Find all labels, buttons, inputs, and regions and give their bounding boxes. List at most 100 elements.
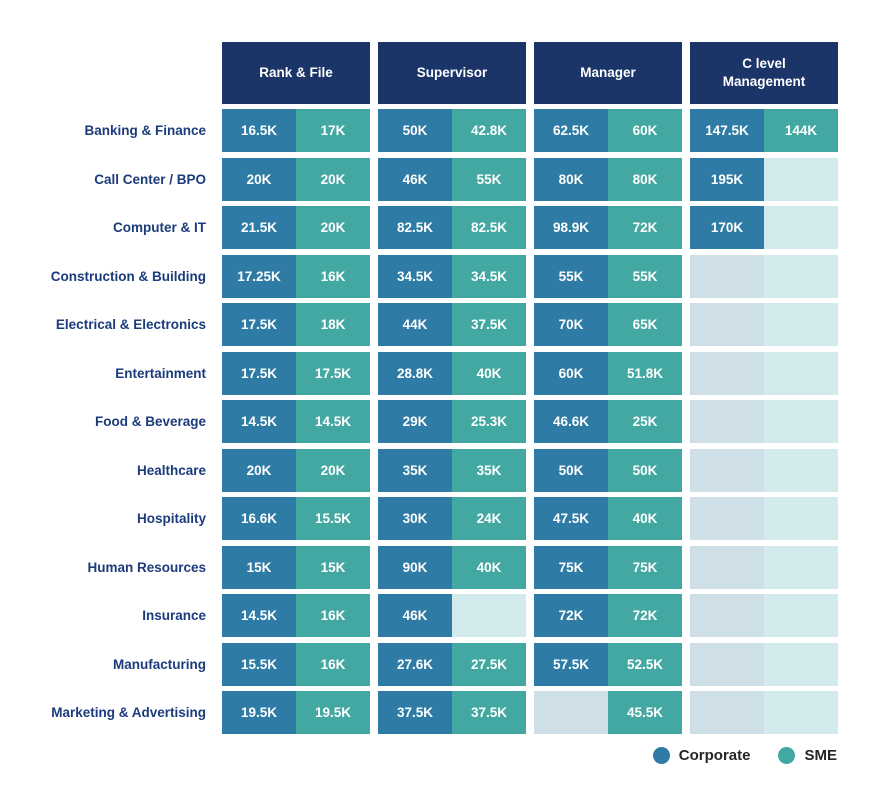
sme-empty-cell bbox=[764, 691, 838, 735]
corporate-value-cell: 195K bbox=[690, 157, 764, 201]
corporate-empty-cell bbox=[690, 400, 764, 444]
corporate-value-cell: 27.6K bbox=[378, 642, 452, 686]
sme-empty-cell bbox=[764, 303, 838, 347]
sme-value-cell: 40K bbox=[608, 497, 682, 541]
cell-group: 80K 80K bbox=[534, 157, 682, 201]
row-label: Human Resources bbox=[87, 559, 206, 575]
corporate-value-cell: 80K bbox=[534, 157, 608, 201]
corporate-value-cell: 28.8K bbox=[378, 351, 452, 395]
corporate-value-cell: 19.5K bbox=[222, 691, 296, 735]
row-label: Electrical & Electronics bbox=[55, 317, 206, 333]
sme-empty-cell bbox=[764, 497, 838, 541]
cell-group bbox=[690, 400, 838, 444]
cell-group: 90K 40K bbox=[378, 545, 526, 589]
sme-empty-cell bbox=[452, 594, 526, 638]
cell-group: 28.8K 40K bbox=[378, 351, 526, 395]
cell-group: 57.5K 52.5K bbox=[534, 642, 682, 686]
corporate-value-cell: 35K bbox=[378, 448, 452, 492]
cell-group: 15.5K 16K bbox=[222, 642, 370, 686]
corporate-empty-cell bbox=[690, 691, 764, 735]
corporate-value-cell: 16.5K bbox=[222, 109, 296, 153]
cell-group: 98.9K 72K bbox=[534, 206, 682, 250]
sme-value-cell: 60K bbox=[608, 109, 682, 153]
sme-value-cell: 16K bbox=[296, 594, 370, 638]
sme-value-cell: 24K bbox=[452, 497, 526, 541]
corporate-value-cell: 98.9K bbox=[534, 206, 608, 250]
column-header-label: Supervisor bbox=[416, 65, 488, 81]
sme-value-cell: 144K bbox=[764, 109, 838, 153]
sme-value-cell: 35K bbox=[452, 448, 526, 492]
cell-group: 147.5K 144K bbox=[690, 109, 838, 153]
cell-group: 37.5K 37.5K bbox=[378, 691, 526, 735]
corporate-empty-cell bbox=[690, 448, 764, 492]
sme-empty-cell bbox=[764, 642, 838, 686]
cell-group: 70K 65K bbox=[534, 303, 682, 347]
corporate-empty-cell bbox=[690, 545, 764, 589]
row-label: Manufacturing bbox=[113, 656, 206, 672]
corporate-value-cell: 20K bbox=[222, 448, 296, 492]
salary-grid: Rank & File Supervisor Manager C level M… bbox=[28, 42, 838, 735]
sme-value-cell: 80K bbox=[608, 157, 682, 201]
sme-empty-cell bbox=[764, 594, 838, 638]
column-header-manager: Manager bbox=[534, 42, 682, 104]
corporate-dot-icon bbox=[652, 747, 670, 764]
corporate-value-cell: 15K bbox=[222, 545, 296, 589]
column-header-c-level-management: C level Management bbox=[690, 42, 838, 104]
row-label: Entertainment bbox=[115, 365, 206, 381]
sme-value-cell: 72K bbox=[608, 594, 682, 638]
sme-empty-cell bbox=[764, 254, 838, 298]
corporate-value-cell: 147.5K bbox=[690, 109, 764, 153]
corporate-value-cell: 21.5K bbox=[222, 206, 296, 250]
corporate-value-cell: 82.5K bbox=[378, 206, 452, 250]
sme-dot-icon bbox=[778, 747, 796, 764]
column-header-supervisor: Supervisor bbox=[378, 42, 526, 104]
sme-value-cell: 37.5K bbox=[452, 691, 526, 735]
sme-value-cell: 15K bbox=[296, 545, 370, 589]
grid-corner-spacer bbox=[28, 42, 214, 104]
corporate-value-cell: 70K bbox=[534, 303, 608, 347]
cell-group: 72K 72K bbox=[534, 594, 682, 638]
cell-group bbox=[690, 351, 838, 395]
sme-value-cell: 37.5K bbox=[452, 303, 526, 347]
row-label: Hospitality bbox=[136, 511, 206, 527]
cell-group: 29K 25.3K bbox=[378, 400, 526, 444]
legend-label-sme: SME bbox=[804, 747, 837, 764]
corporate-value-cell: 20K bbox=[222, 157, 296, 201]
column-header-label: Manager bbox=[580, 65, 636, 81]
sme-empty-cell bbox=[764, 545, 838, 589]
cell-group: 16.6K 15.5K bbox=[222, 497, 370, 541]
legend-item-corporate: Corporate bbox=[652, 747, 750, 764]
sme-value-cell: 45.5K bbox=[608, 691, 682, 735]
sme-value-cell: 72K bbox=[608, 206, 682, 250]
cell-group: 21.5K 20K bbox=[222, 206, 370, 250]
sme-value-cell: 50K bbox=[608, 448, 682, 492]
corporate-empty-cell bbox=[690, 594, 764, 638]
cell-group: 62.5K 60K bbox=[534, 109, 682, 153]
corporate-value-cell: 17.25K bbox=[222, 254, 296, 298]
sme-value-cell: 55K bbox=[452, 157, 526, 201]
sme-value-cell: 17K bbox=[296, 109, 370, 153]
corporate-value-cell: 30K bbox=[378, 497, 452, 541]
sme-value-cell: 40K bbox=[452, 545, 526, 589]
cell-group: 17.5K 18K bbox=[222, 303, 370, 347]
cell-group: 195K bbox=[690, 157, 838, 201]
sme-value-cell: 16K bbox=[296, 642, 370, 686]
corporate-value-cell: 14.5K bbox=[222, 400, 296, 444]
cell-group: 15K 15K bbox=[222, 545, 370, 589]
row-label: Call Center / BPO bbox=[94, 171, 206, 187]
sme-value-cell: 20K bbox=[296, 448, 370, 492]
cell-group bbox=[690, 497, 838, 541]
corporate-value-cell: 90K bbox=[378, 545, 452, 589]
legend: Corporate SME bbox=[652, 747, 837, 764]
corporate-value-cell: 29K bbox=[378, 400, 452, 444]
corporate-value-cell: 72K bbox=[534, 594, 608, 638]
corporate-empty-cell bbox=[690, 303, 764, 347]
corporate-value-cell: 46K bbox=[378, 157, 452, 201]
sme-value-cell: 15.5K bbox=[296, 497, 370, 541]
sme-value-cell: 25.3K bbox=[452, 400, 526, 444]
cell-group: 46K 55K bbox=[378, 157, 526, 201]
corporate-value-cell: 14.5K bbox=[222, 594, 296, 638]
cell-group: 17.25K 16K bbox=[222, 254, 370, 298]
sme-value-cell: 42.8K bbox=[452, 109, 526, 153]
cell-group: 55K 55K bbox=[534, 254, 682, 298]
